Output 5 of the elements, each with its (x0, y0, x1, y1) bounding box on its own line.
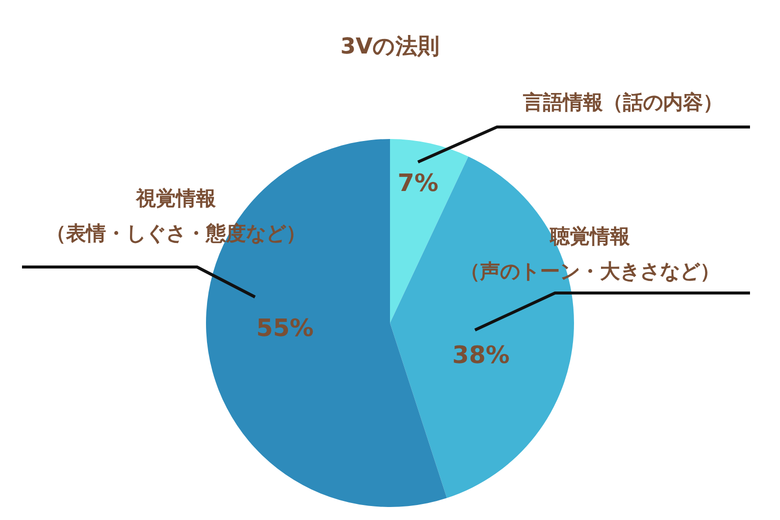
data-label: 7% (398, 169, 438, 198)
chart-title: 3Vの法則 (340, 34, 440, 60)
slice-label: 言語情報（話の内容） (522, 90, 723, 114)
data-label: 38% (452, 341, 510, 370)
data-label: 55% (256, 314, 314, 342)
